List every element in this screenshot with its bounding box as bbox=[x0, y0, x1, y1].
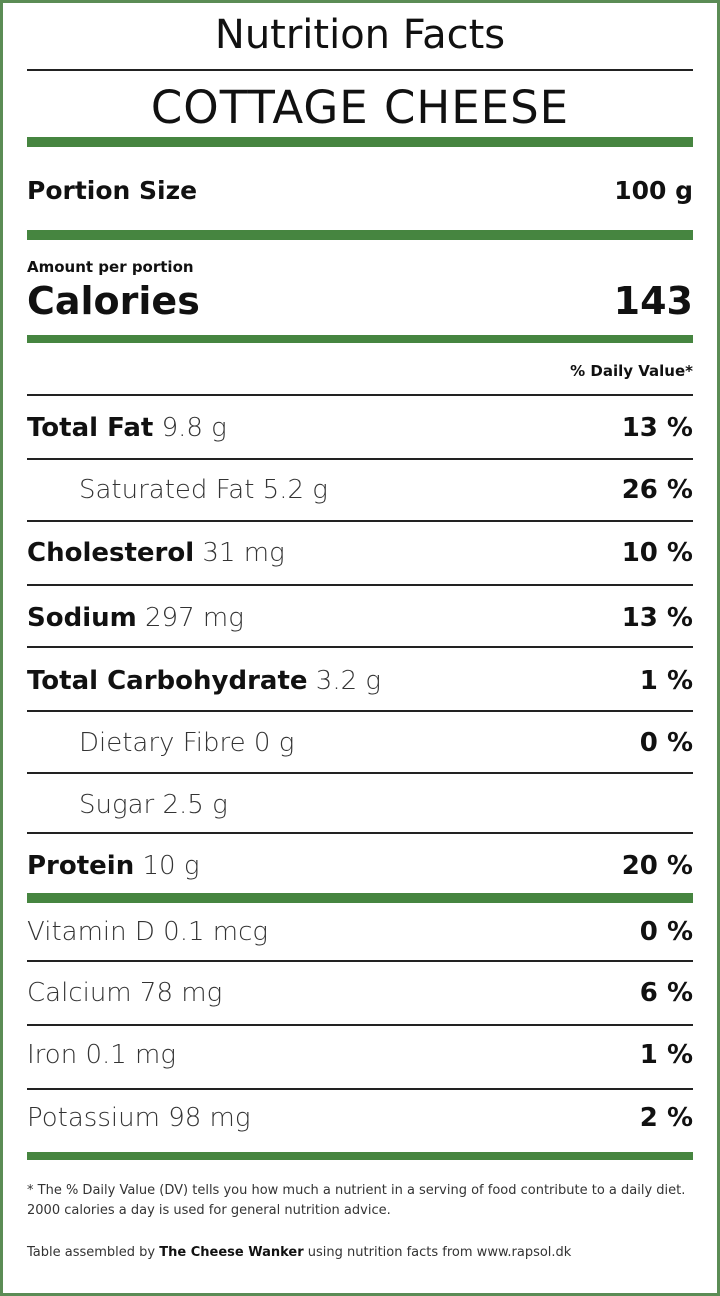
nutrient-daily-value: 26 % bbox=[621, 475, 693, 505]
nutrient-row: Total Fat 9.8 g 13 % bbox=[27, 408, 693, 448]
divider bbox=[27, 394, 693, 396]
green-divider bbox=[27, 137, 693, 147]
mineral-label: Iron 0.1 mg bbox=[27, 1040, 176, 1070]
mineral-row: Potassium 98 mg 2 % bbox=[27, 1098, 693, 1138]
nutrient-row: Sugar 2.5 g bbox=[27, 785, 693, 825]
nutrient-amount: 0 g bbox=[253, 728, 295, 758]
nutrient-label: Total Carbohydrate 3.2 g bbox=[27, 666, 381, 696]
nutrient-daily-value: 10 % bbox=[621, 538, 693, 568]
mineral-label: Calcium 78 mg bbox=[27, 978, 223, 1008]
divider bbox=[27, 1024, 693, 1026]
green-divider bbox=[27, 335, 693, 343]
nutrient-name: Cholesterol bbox=[27, 538, 195, 568]
nutrient-name: Sodium bbox=[27, 603, 137, 633]
nutrient-daily-value: 0 % bbox=[639, 728, 693, 758]
nutrient-label: Dietary Fibre 0 g bbox=[79, 728, 294, 758]
mineral-daily-value: 1 % bbox=[639, 1040, 693, 1070]
credit-author: The Cheese Wanker bbox=[159, 1245, 304, 1260]
mineral-row: Vitamin D 0.1 mcg 0 % bbox=[27, 912, 693, 952]
divider bbox=[27, 960, 693, 962]
nutrient-name: Total Fat bbox=[27, 413, 154, 443]
mineral-daily-value: 0 % bbox=[639, 917, 693, 947]
divider bbox=[27, 710, 693, 712]
nutrient-label: Sodium 297 mg bbox=[27, 603, 244, 633]
divider bbox=[27, 832, 693, 834]
nutrient-name: Sugar bbox=[79, 790, 155, 820]
nutrient-name: Protein bbox=[27, 851, 135, 881]
divider bbox=[27, 772, 693, 774]
divider bbox=[27, 69, 693, 71]
nutrient-daily-value: 1 % bbox=[639, 666, 693, 696]
divider bbox=[27, 458, 693, 460]
mineral-label: Potassium 98 mg bbox=[27, 1103, 251, 1133]
nutrient-name: Total Carbohydrate bbox=[27, 666, 308, 696]
credit: Table assembled by The Cheese Wanker usi… bbox=[27, 1245, 572, 1260]
divider bbox=[27, 520, 693, 522]
amount-per-portion: Amount per portion bbox=[27, 258, 194, 276]
calories-value: 143 bbox=[613, 279, 693, 323]
divider bbox=[27, 1088, 693, 1090]
calories-label: Calories bbox=[27, 279, 200, 323]
nutrient-row: Saturated Fat 5.2 g 26 % bbox=[27, 470, 693, 510]
mineral-label: Vitamin D 0.1 mcg bbox=[27, 917, 268, 947]
product-name: COTTAGE CHEESE bbox=[150, 81, 570, 134]
nutrient-amount: 5.2 g bbox=[262, 475, 328, 505]
mineral-row: Calcium 78 mg 6 % bbox=[27, 973, 693, 1013]
divider bbox=[27, 646, 693, 648]
nutrient-amount: 2.5 g bbox=[162, 790, 228, 820]
mineral-daily-value: 6 % bbox=[639, 978, 693, 1008]
nutrient-label: Cholesterol 31 mg bbox=[27, 538, 285, 568]
nutrient-label: Total Fat 9.8 g bbox=[27, 413, 227, 443]
nutrient-amount: 3.2 g bbox=[315, 666, 381, 696]
page-title: Nutrition Facts bbox=[214, 12, 506, 58]
green-divider bbox=[27, 230, 693, 240]
nutrient-daily-value: 20 % bbox=[621, 851, 693, 881]
nutrient-amount: 31 mg bbox=[202, 538, 285, 568]
nutrient-row: Total Carbohydrate 3.2 g 1 % bbox=[27, 661, 693, 701]
nutrient-name: Saturated Fat bbox=[79, 475, 255, 505]
green-divider bbox=[27, 1152, 693, 1160]
footnote: * The % Daily Value (DV) tells you how m… bbox=[27, 1183, 686, 1218]
nutrient-amount: 9.8 g bbox=[161, 413, 227, 443]
divider bbox=[27, 584, 693, 586]
green-divider bbox=[27, 893, 693, 903]
portion-row: Portion Size 100 g bbox=[27, 170, 693, 210]
nutrient-row: Dietary Fibre 0 g 0 % bbox=[27, 723, 693, 763]
nutrient-amount: 10 g bbox=[142, 851, 200, 881]
mineral-daily-value: 2 % bbox=[639, 1103, 693, 1133]
nutrient-name: Dietary Fibre bbox=[79, 728, 246, 758]
calories-row: Calories 143 bbox=[27, 276, 693, 326]
nutrient-label: Saturated Fat 5.2 g bbox=[79, 475, 328, 505]
nutrient-label: Protein 10 g bbox=[27, 851, 199, 881]
nutrient-daily-value: 13 % bbox=[621, 603, 693, 633]
daily-value-header: % Daily Value* bbox=[570, 362, 693, 380]
nutrient-row: Sodium 297 mg 13 % bbox=[27, 598, 693, 638]
nutrient-daily-value: 13 % bbox=[621, 413, 693, 443]
portion-label: Portion Size bbox=[27, 175, 198, 205]
nutrient-row: Protein 10 g 20 % bbox=[27, 846, 693, 886]
nutrient-label: Sugar 2.5 g bbox=[79, 790, 228, 820]
mineral-row: Iron 0.1 mg 1 % bbox=[27, 1035, 693, 1075]
nutrient-row: Cholesterol 31 mg 10 % bbox=[27, 533, 693, 573]
nutrient-amount: 297 mg bbox=[144, 603, 244, 633]
portion-value: 100 g bbox=[614, 175, 693, 205]
